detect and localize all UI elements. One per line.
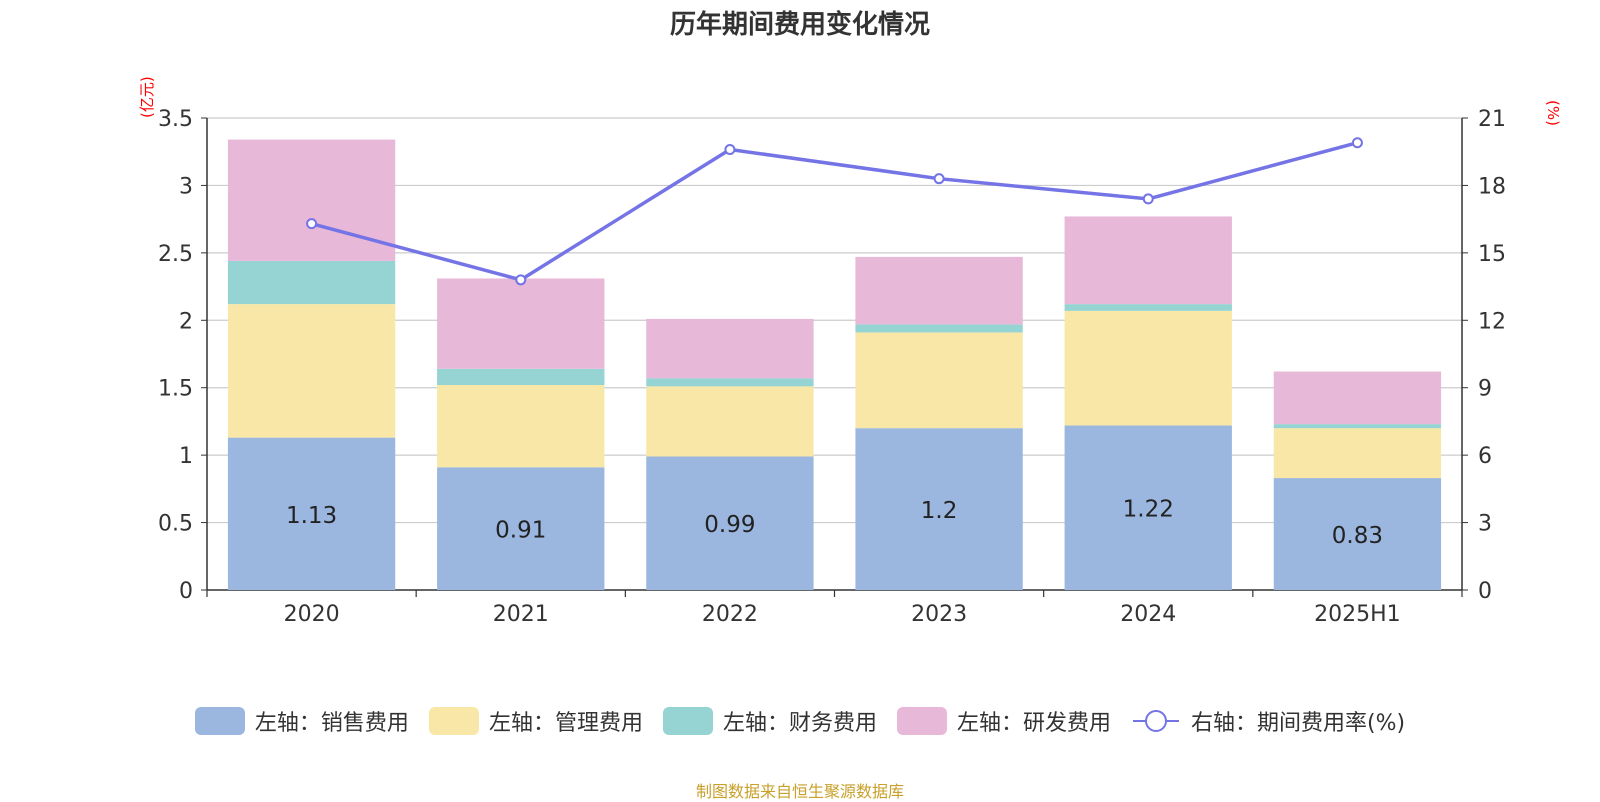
- bar-finance: [227, 260, 396, 305]
- rate-data-point: [306, 218, 318, 230]
- right-tick-label: 21: [1478, 107, 1506, 132]
- left-tick-label: 1: [179, 444, 193, 469]
- rate-data-point: [724, 143, 736, 155]
- bar-data-label: 0.99: [704, 512, 755, 538]
- bar-finance: [1273, 424, 1442, 429]
- legend-label-admin: 左轴：管理费用: [488, 711, 643, 736]
- bar-rnd: [227, 139, 396, 261]
- legend-label-rate: 右轴：期间费用率(%): [1190, 711, 1406, 736]
- bar-sales: [1064, 425, 1232, 590]
- legend-swatch-rate: [1132, 710, 1179, 732]
- legend-swatch-rnd: [896, 707, 947, 735]
- rate-data-point: [1351, 137, 1363, 149]
- legend-swatch-finance: [662, 707, 713, 735]
- legend-item-admin[interactable]: 左轴：管理费用: [428, 705, 643, 737]
- legend-swatch-sales: [194, 707, 245, 735]
- bar-rnd: [1064, 216, 1232, 305]
- legend-item-finance[interactable]: 左轴：财务费用: [662, 705, 877, 737]
- source-note: 制图数据来自恒生聚源数据库: [695, 782, 904, 801]
- left-tick-label: 3.5: [158, 107, 193, 132]
- right-tick-label: 15: [1478, 242, 1506, 267]
- bar-sales: [437, 467, 605, 590]
- legend-label-finance: 左轴：财务费用: [722, 711, 877, 736]
- bar-rnd: [855, 256, 1023, 325]
- left-tick-label: 1.5: [158, 377, 193, 402]
- bar-rnd: [1273, 371, 1442, 425]
- right-tick-label: 18: [1478, 174, 1506, 199]
- bar-sales: [646, 456, 814, 590]
- x-tick-label: 2022: [702, 602, 758, 627]
- legend-item-sales[interactable]: 左轴：销售费用: [194, 705, 409, 737]
- bar-finance: [646, 378, 814, 387]
- x-tick-label: 2025H1: [1314, 602, 1401, 627]
- bar-rnd: [437, 278, 605, 369]
- bar-finance: [437, 368, 605, 386]
- bar-sales: [1273, 478, 1442, 590]
- right-tick-label: 3: [1478, 512, 1492, 537]
- right-tick-label: 6: [1478, 444, 1492, 469]
- rate-data-point: [933, 173, 945, 185]
- x-tick-label: 2023: [911, 602, 967, 627]
- bar-finance: [855, 324, 1023, 333]
- right-tick-label: 0: [1478, 579, 1492, 604]
- bar-sales: [227, 437, 396, 590]
- x-tick-label: 2020: [284, 602, 340, 627]
- bar-admin: [1273, 428, 1442, 479]
- bar-admin: [437, 385, 605, 468]
- rate-series-line: [311, 141, 1358, 282]
- x-tick-label: 2024: [1120, 602, 1176, 627]
- left-tick-label: 3: [179, 174, 193, 199]
- legend-label-rnd: 左轴：研发费用: [956, 711, 1111, 736]
- left-tick-label: 0: [179, 579, 193, 604]
- bar-admin: [855, 332, 1023, 429]
- bar-data-label: 0.83: [1332, 523, 1383, 549]
- bar-sales: [855, 428, 1023, 590]
- rate-data-point: [515, 274, 527, 286]
- bar-admin: [646, 386, 814, 457]
- x-tick-label: 2021: [493, 602, 549, 627]
- legend-label-sales: 左轴：销售费用: [254, 711, 409, 736]
- bar-data-label: 1.13: [286, 503, 337, 529]
- bar-data-label: 1.22: [1123, 497, 1174, 523]
- left-tick-label: 2.5: [158, 242, 193, 267]
- bar-admin: [227, 304, 396, 438]
- bar-admin: [1064, 310, 1232, 426]
- bar-finance: [1064, 304, 1232, 311]
- left-tick-label: 0.5: [158, 512, 193, 537]
- right-tick-label: 12: [1478, 309, 1506, 334]
- bar-data-label: 0.91: [495, 518, 546, 544]
- chart-title: 历年期间费用变化情况: [669, 10, 930, 40]
- bar-rnd: [646, 318, 814, 379]
- bar-data-label: 1.2: [921, 498, 958, 524]
- legend-item-rnd[interactable]: 左轴：研发费用: [896, 705, 1111, 737]
- rate-data-point: [1142, 193, 1154, 205]
- legend-item-rate[interactable]: 右轴：期间费用率(%): [1131, 705, 1405, 737]
- left-tick-label: 2: [179, 309, 193, 334]
- chart-canvas: 0 0 0.5 3 1 6 1.5 9 2 12 2.5 15 3 18 3.5 21 2020 2021 2022…: [158, 107, 1506, 627]
- legend-swatch-admin: [428, 707, 479, 735]
- right-tick-label: 9: [1478, 377, 1492, 402]
- legend: 左轴：销售费用 左轴：管理费用 左轴：财务费用 左轴：研发费用 右轴：期间费用率…: [0, 705, 1600, 737]
